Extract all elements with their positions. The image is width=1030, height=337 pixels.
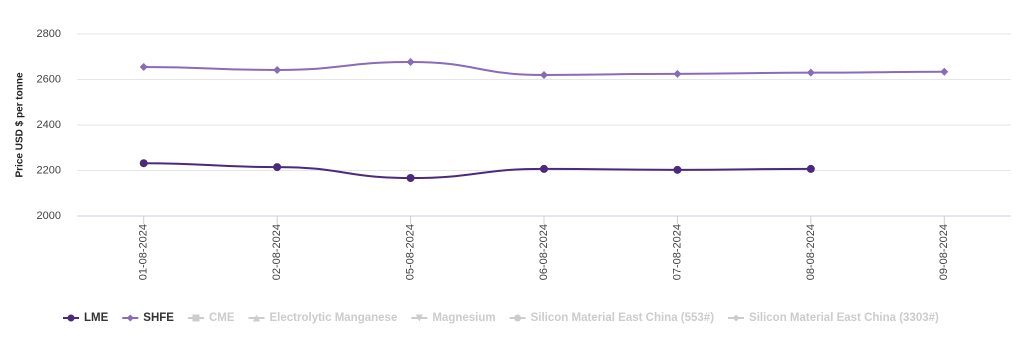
y-tick-label: 2400 (37, 119, 61, 131)
point (139, 62, 148, 71)
point (406, 174, 415, 183)
point (253, 314, 261, 322)
x-tick-label: 05-08-2024 (404, 224, 416, 280)
point (673, 69, 682, 78)
y-axis-label: Price USD $ per tonne (15, 72, 26, 177)
legend-item[interactable]: CME (187, 312, 235, 324)
point (806, 68, 815, 77)
x-tick-label: 01-08-2024 (138, 224, 150, 280)
legend-item[interactable]: Silicon Material East China (553#) (509, 312, 715, 324)
point (940, 67, 949, 76)
x-tick-label: 08-08-2024 (805, 224, 817, 280)
legend-item[interactable]: Silicon Material East China (3303#) (728, 312, 939, 324)
point (806, 164, 815, 173)
x-tick-label: 06-08-2024 (538, 224, 550, 280)
y-tick-label: 2000 (37, 210, 61, 222)
legend-label: Silicon Material East China (3303#) (749, 312, 939, 324)
legend-label: Magnesium (432, 312, 495, 324)
legend-item[interactable]: Magnesium (411, 312, 496, 324)
legend-label: Silicon Material East China (553#) (531, 312, 715, 324)
point (540, 70, 548, 79)
x-tick-label: 02-08-2024 (271, 224, 283, 280)
point (732, 314, 740, 322)
y-tick-label: 2600 (37, 73, 61, 85)
y-tick-label: 2200 (37, 164, 61, 176)
point (540, 164, 548, 173)
point (273, 65, 282, 74)
point (192, 314, 200, 322)
x-tick-label: 07-08-2024 (671, 224, 683, 280)
point (273, 163, 282, 172)
legend-label: CME (209, 312, 235, 324)
legend-label: SHFE (143, 312, 174, 324)
x-tick-label: 09-08-2024 (938, 224, 950, 280)
point (139, 159, 148, 168)
series-line (143, 162, 811, 180)
legend-item[interactable]: Electrolytic Manganese (248, 312, 398, 324)
point (67, 314, 75, 322)
legend-item[interactable]: LME (63, 312, 109, 324)
y-tick-label: 2800 (37, 28, 61, 40)
point (415, 314, 423, 322)
point (126, 314, 134, 322)
point (673, 165, 682, 174)
legend-item[interactable]: SHFE (122, 312, 174, 324)
point (514, 314, 522, 322)
legend-label: LME (84, 312, 109, 324)
point (406, 57, 415, 66)
legend-label: Electrolytic Manganese (270, 312, 398, 324)
